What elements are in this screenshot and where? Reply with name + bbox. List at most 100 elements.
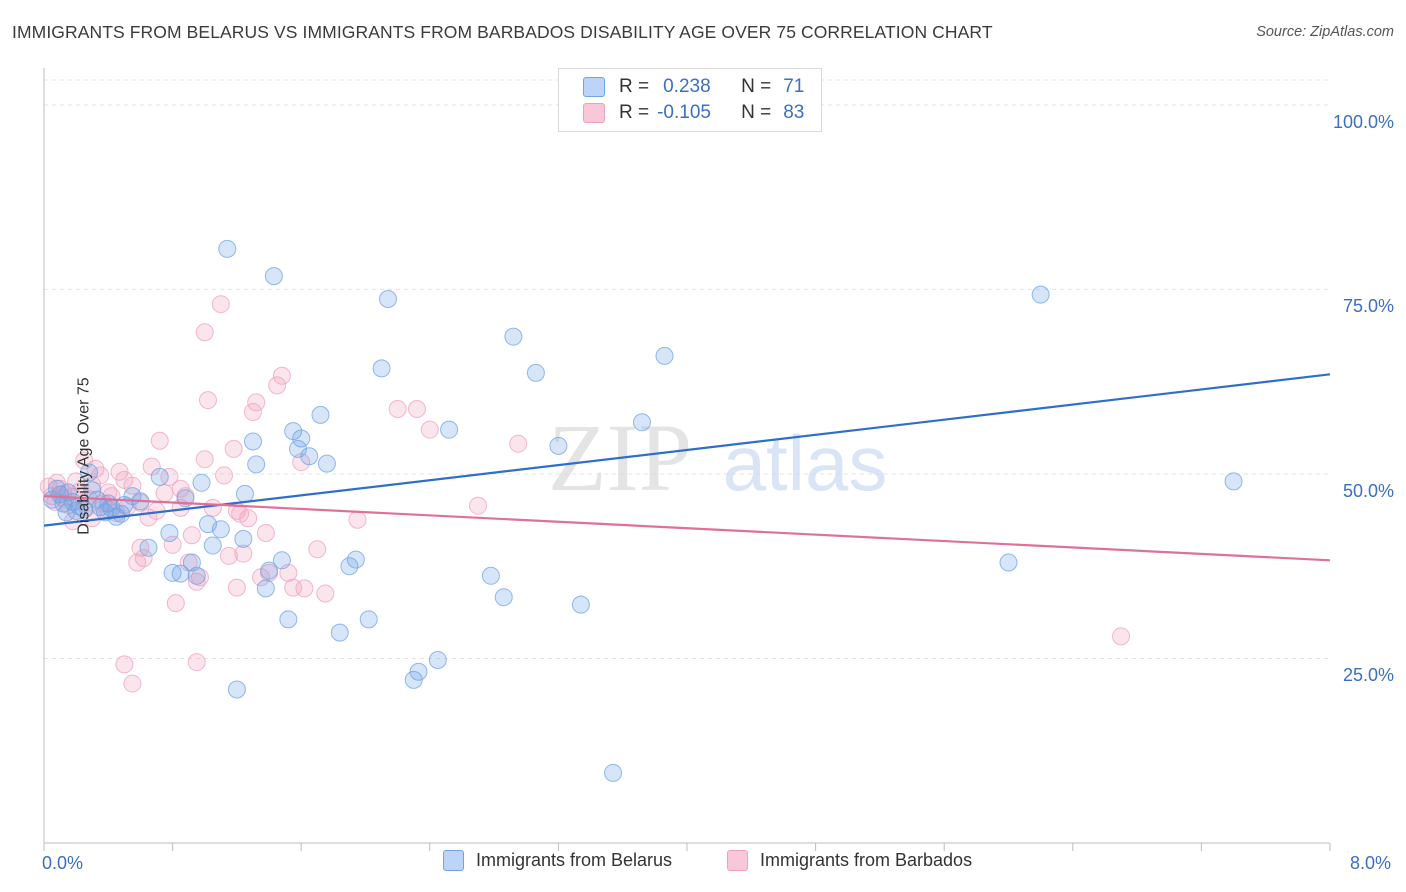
stats-legend: R = 0.238 N = 71 R = -0.105 N = 83 [558, 68, 822, 132]
barbados-point [227, 578, 246, 597]
bottom-legend-swatch-barbados [727, 850, 748, 871]
barbados-point [163, 535, 182, 554]
y-tick-label: 25.0% [1342, 665, 1394, 686]
belarus-point [409, 662, 428, 681]
barbados-point [469, 496, 488, 515]
barbados-point [187, 653, 206, 672]
legend-swatch-barbados [583, 103, 605, 123]
barbados-point [190, 568, 209, 587]
belarus-point [481, 566, 500, 585]
belarus-point [80, 463, 99, 482]
belarus-point [428, 650, 447, 669]
barbados-point [166, 594, 185, 613]
legend-r-label: R = [619, 102, 650, 123]
y-axis-label: Disability Age Over 75 [75, 377, 93, 535]
belarus-point [187, 566, 206, 585]
belarus-point [192, 473, 211, 492]
barbados-point [155, 484, 174, 503]
trend-line-barbados [43, 494, 1331, 562]
x-tick-label-min: 0.0% [42, 853, 84, 873]
belarus-point [379, 290, 398, 309]
legend-row-barbados: R = -0.105 N = 83 [583, 101, 804, 125]
barbados-point [115, 655, 134, 674]
belarus-point [264, 267, 283, 286]
belarus-point [440, 420, 459, 439]
belarus-point [247, 455, 266, 474]
belarus-point [359, 610, 378, 629]
barbados-point [91, 466, 110, 485]
y-tick-label: 100.0% [1332, 111, 1394, 132]
gridlines [44, 79, 1330, 659]
belarus-point [139, 538, 158, 557]
bottom-legend-swatch-belarus [443, 850, 464, 871]
belarus-point [203, 536, 222, 555]
belarus-point [182, 553, 201, 572]
barbados-point [316, 584, 335, 603]
barbados-point [348, 510, 367, 529]
barbados-point [295, 579, 314, 598]
belarus-point [494, 588, 513, 607]
barbados-point [407, 400, 426, 418]
barbados-point [195, 450, 214, 469]
source-label: Source: ZipAtlas.com [1256, 24, 1394, 40]
legend-r-label: R = [619, 76, 650, 97]
y-tick-label: 50.0% [1342, 480, 1394, 501]
belarus-point [1031, 285, 1050, 304]
trend-line-belarus [43, 373, 1331, 527]
belarus-point [292, 429, 311, 448]
belarus-point [211, 520, 230, 539]
legend-swatch-belarus [583, 77, 605, 97]
belarus-point [218, 239, 237, 258]
belarus-point [330, 623, 349, 642]
belarus-point [571, 595, 590, 614]
barbados-point [420, 420, 439, 439]
belarus-point [243, 432, 262, 451]
barbados-point [160, 467, 179, 486]
belarus-point [272, 551, 291, 570]
belarus-point [300, 447, 319, 466]
barbados-point [150, 431, 169, 450]
belarus-point [150, 467, 169, 486]
belarus-point [346, 550, 365, 569]
watermark: ZIP atlas [548, 404, 887, 511]
barbados-point [234, 544, 253, 563]
barbados-point [198, 391, 217, 410]
barbados-point [1112, 627, 1131, 646]
belarus-point [504, 327, 523, 346]
barbados-point [134, 549, 153, 568]
barbados-point [211, 295, 230, 314]
belarus-point [171, 564, 190, 583]
barbados-point [272, 366, 291, 385]
legend-n-label: N = [741, 76, 772, 97]
bottom-legend-barbados: Immigrants from Barbados [727, 850, 972, 871]
belarus-point [160, 524, 179, 542]
barbados-point [268, 376, 287, 395]
barbados-point [123, 674, 142, 693]
barbados-point [195, 323, 214, 342]
bottom-legend-label-belarus: Immigrants from Belarus [476, 850, 673, 870]
barbados-point [308, 540, 327, 559]
barbados-point [224, 439, 243, 458]
barbados-point [243, 402, 262, 421]
belarus-point [75, 500, 94, 519]
barbados-point [388, 400, 407, 418]
belarus-point [340, 557, 359, 576]
belarus-point [317, 454, 336, 473]
belarus-point [526, 363, 545, 382]
legend-row-belarus: R = 0.238 N = 71 [583, 75, 804, 99]
belarus-point [549, 436, 568, 455]
x-tick-label-max: 8.0% [1350, 853, 1392, 873]
barbados-point [182, 526, 201, 545]
belarus-point [311, 405, 330, 424]
legend-n-value-barbados: 83 [783, 102, 805, 123]
belarus-point [235, 484, 254, 503]
barbados-point [215, 466, 234, 485]
belarus-point [632, 413, 651, 432]
barbados-point [256, 524, 275, 542]
legend-n-label: N = [741, 102, 772, 123]
belarus-point [999, 553, 1018, 572]
axes [43, 68, 1331, 851]
watermark-atlas: atlas [723, 419, 888, 507]
belarus-point [227, 680, 246, 699]
